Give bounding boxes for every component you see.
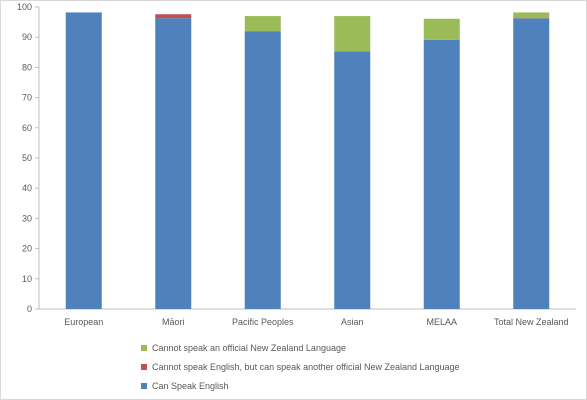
x-tick-label: Asian [341,317,364,327]
legend: Cannot speak an official New Zealand Lan… [141,338,460,395]
legend-item: Can Speak English [141,376,460,395]
legend-label: Cannot speak an official New Zealand Lan… [152,342,346,353]
x-tick-label: European [64,317,103,327]
y-tick-label: 20 [22,244,32,254]
bar-segment [244,31,281,309]
bar-segment [155,14,192,19]
y-tick-label: 30 [22,213,32,223]
bar-segment [334,51,371,309]
y-tick-label: 40 [22,183,32,193]
bar-segment [155,18,192,309]
legend-item: Cannot speak English, but can speak anot… [141,357,460,376]
x-tick-label: Total New Zealand [494,317,569,327]
bar-segment [65,12,102,309]
y-tick-label: 80 [22,62,32,72]
y-tick-label: 0 [27,304,32,314]
legend-item: Cannot speak an official New Zealand Lan… [141,338,460,357]
y-axis: 0 10 20 30 40 50 60 70 80 90 100 [17,2,40,314]
legend-swatch [141,344,147,351]
bar-segment [513,18,550,309]
bar-segment [423,18,460,40]
legend-label: Cannot speak English, but can speak anot… [152,361,460,372]
x-axis: European Māori Pacific Peoples Asian MELAA To… [39,308,576,327]
x-tick-label: Māori [162,317,185,327]
bar-segment [513,12,550,19]
bar-segment [334,16,371,52]
legend-swatch [141,382,147,389]
y-tick-label: 100 [17,2,32,12]
y-tick-label: 10 [22,274,32,284]
bars [65,12,550,309]
legend-label: Can Speak English [152,380,229,391]
y-tick-label: 90 [22,32,32,42]
y-tick-label: 50 [22,153,32,163]
y-tick-label: 60 [22,123,32,133]
legend-swatch [141,363,147,370]
y-tick-label: 70 [22,93,32,103]
x-tick-label: Pacific Peoples [232,317,294,327]
bar-segment [423,39,460,309]
x-tick-label: MELAA [426,317,457,327]
bar-segment [244,16,281,32]
